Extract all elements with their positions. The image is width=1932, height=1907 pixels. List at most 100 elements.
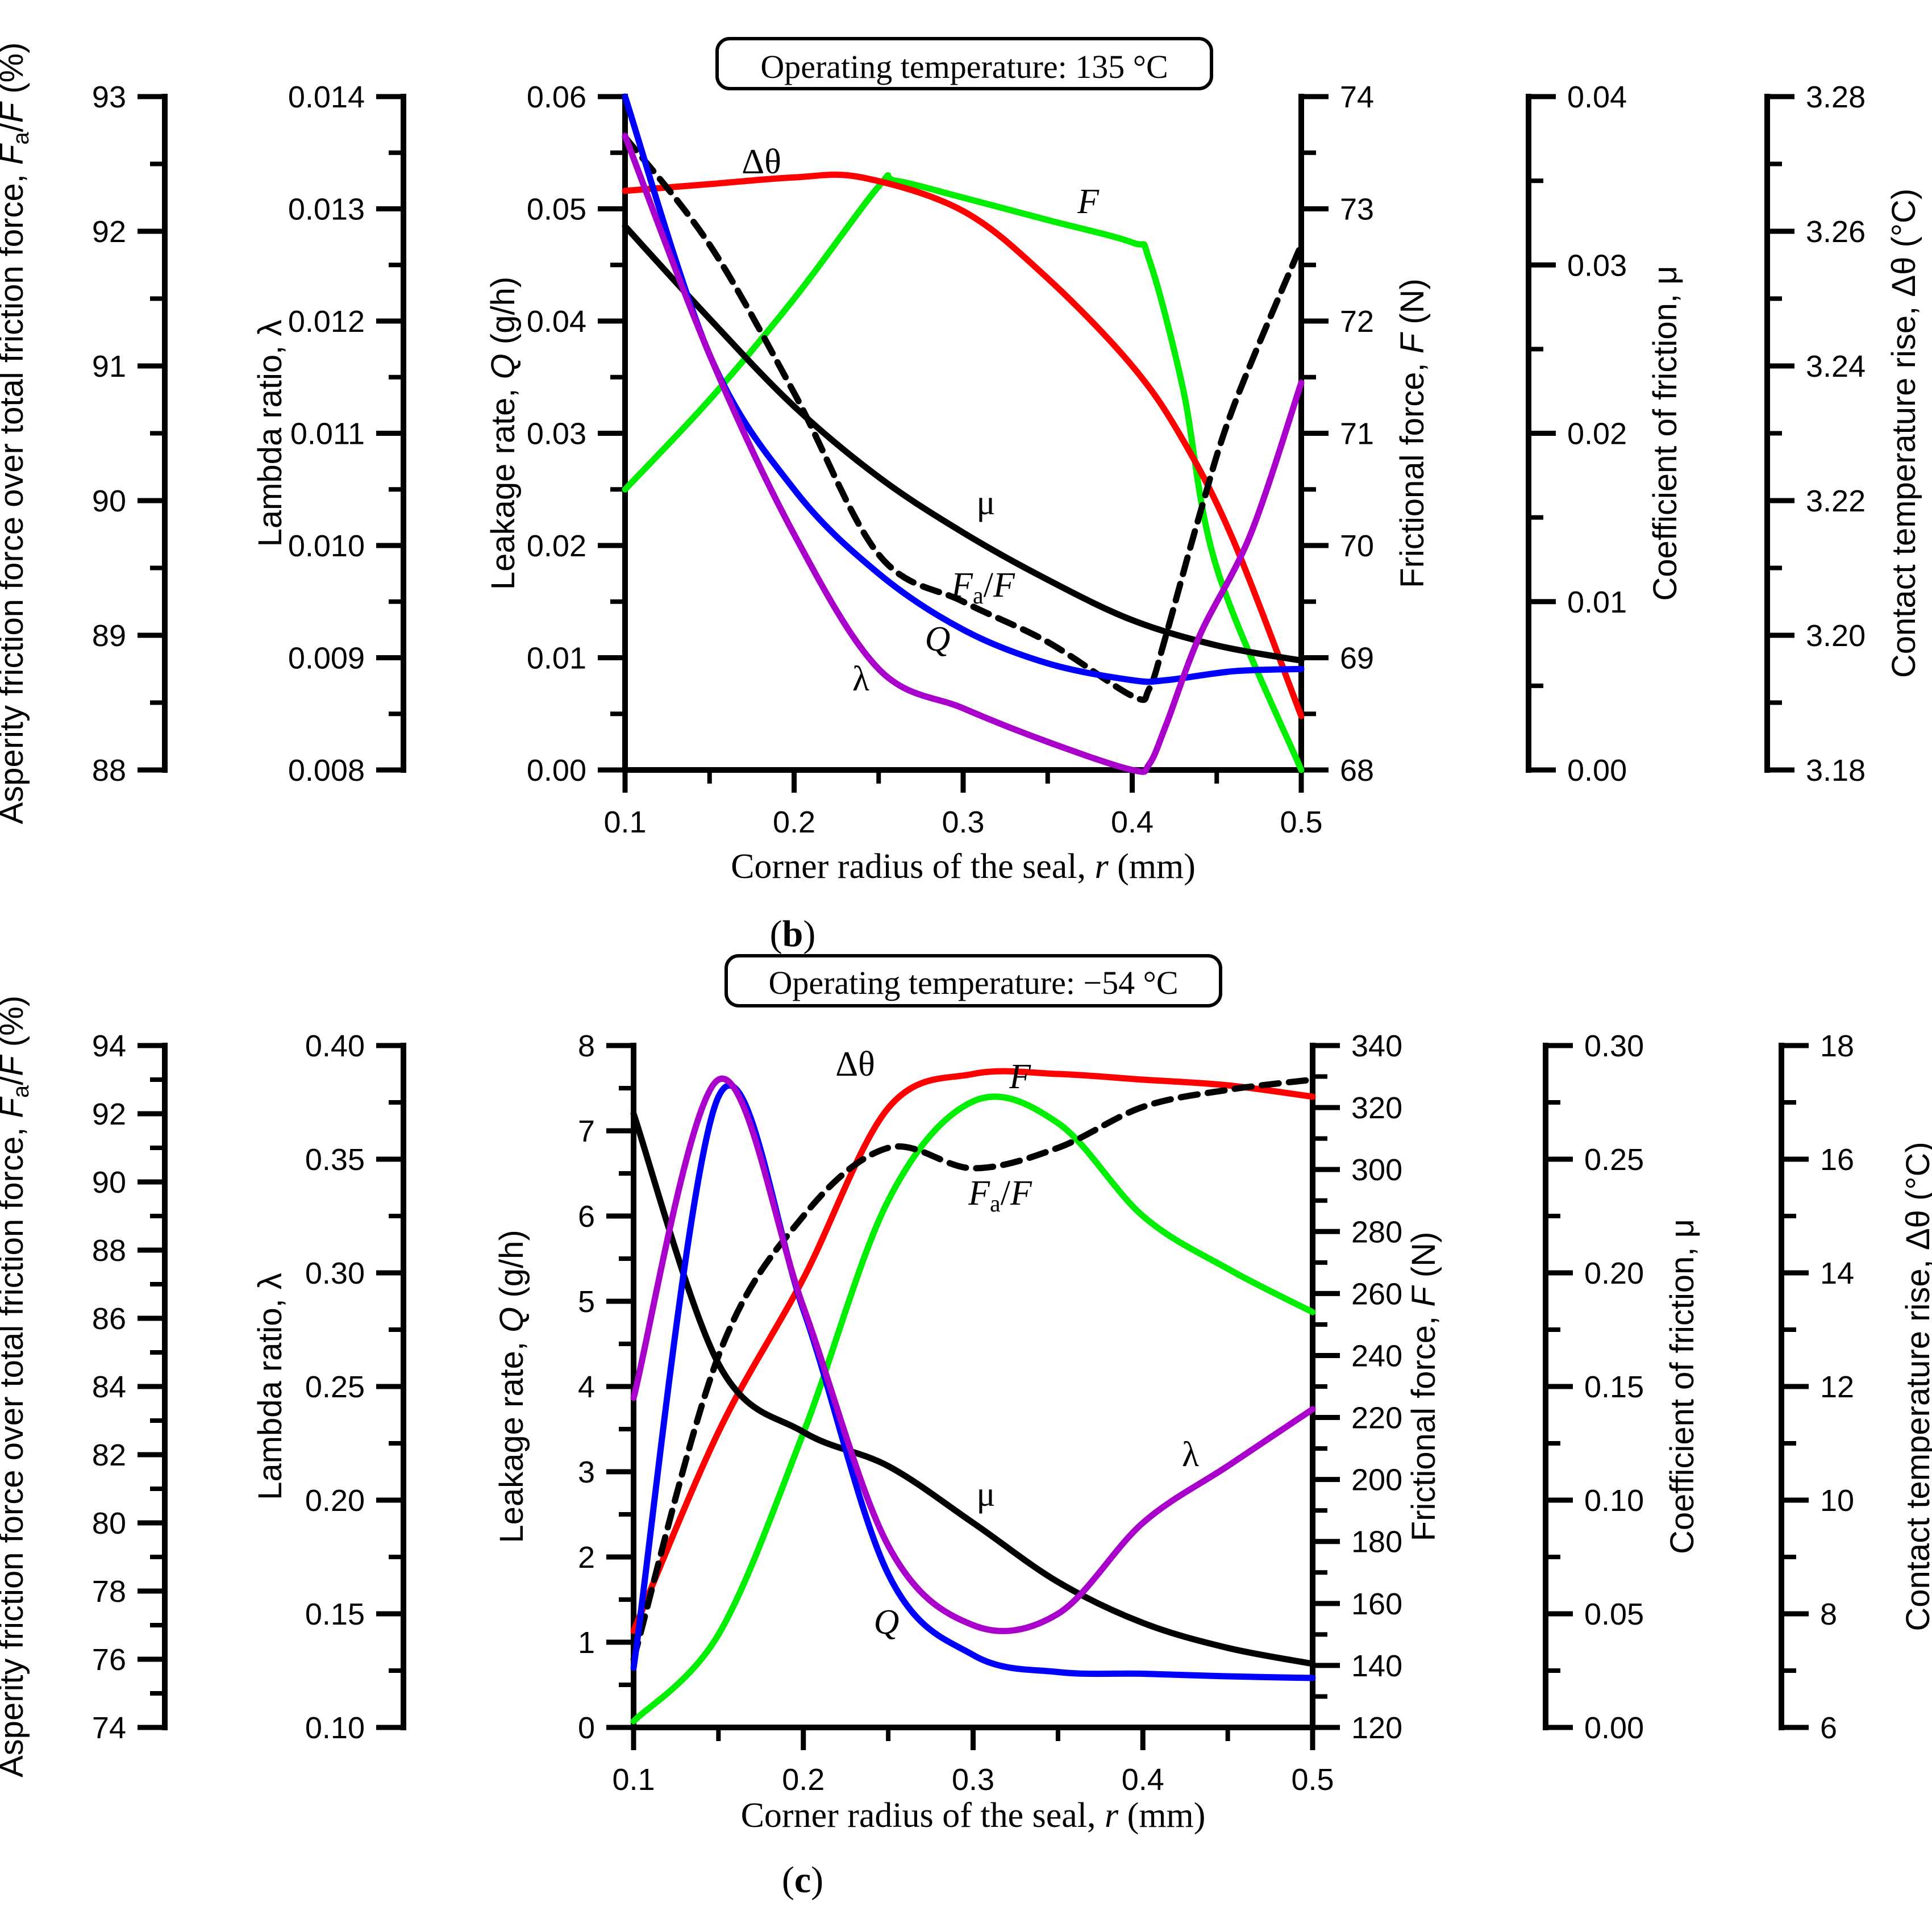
tick-label: 71	[1340, 417, 1374, 451]
axis-label: Contact temperature rise, Δθ (°C)	[1900, 1142, 1932, 1631]
tick-label: 0.5	[1291, 1763, 1334, 1797]
chart-title: Operating temperature: 135 °C	[760, 48, 1168, 85]
tick-label: 68	[1340, 753, 1374, 788]
y-axis-dt: 3.18 3.20 3.22 3.24 3.26 3.28 Contact temperat…	[1764, 80, 1922, 788]
tick-label: 92	[92, 1097, 126, 1131]
y-axis-mu: 0.00 0.01 0.02 0.03 0.04 Coefficient of frict…	[1526, 80, 1684, 788]
chart-title-box	[724, 954, 1222, 1007]
tick-label: 0.02	[527, 529, 586, 563]
tick-label: 140	[1351, 1649, 1402, 1683]
tick-label: 1	[578, 1626, 595, 1660]
tick-label: 3	[578, 1455, 595, 1489]
tick-label: 74	[1340, 80, 1374, 114]
tick-label: 0.02	[1567, 417, 1627, 451]
tick-label: 0.30	[1584, 1029, 1644, 1063]
y-axis-fa: 74 76 78 80 82 84 86 88 90 92 94 Asperity friction …	[0, 996, 168, 1777]
tick-label: 0.1	[612, 1763, 655, 1797]
series-annotation: Fa/F	[968, 1174, 1032, 1217]
x-axis-label: Corner radius of the seal, r (mm)	[731, 847, 1196, 886]
tick-label: 0.06	[527, 80, 586, 114]
series-annotation: Δθ	[835, 1045, 875, 1084]
y-axis-q: 0 1 2 3 4 5 6 7 8 Leakage rate, Q (g/h)	[493, 1029, 636, 1745]
series-annotation: F	[1077, 182, 1100, 221]
tick-label: 8	[578, 1029, 595, 1063]
y-axis-f: 120 140 160 180 200 220 240 260 280 300 320 340 Fric…	[1310, 1029, 1442, 1745]
tick-label: 0.03	[527, 417, 586, 451]
tick-label: 0.1	[603, 805, 646, 839]
tick-label: 90	[92, 484, 126, 518]
tick-label: 0.011	[290, 417, 365, 451]
tick-label: 88	[92, 753, 126, 788]
tick-label: 0.4	[1111, 805, 1154, 839]
tick-label: 90	[92, 1165, 126, 1200]
tick-label: 0.3	[942, 805, 984, 839]
tick-label: 94	[92, 1029, 126, 1063]
series-line-fa-f	[622, 134, 1305, 703]
tick-label: 0.00	[1584, 1711, 1644, 1745]
axis-label: Leakage rate, Q (g/h)	[493, 1230, 530, 1543]
tick-label: 0.4	[1122, 1763, 1164, 1797]
tick-label: 0.05	[527, 193, 586, 227]
tick-label: 0.012	[288, 305, 365, 339]
tick-label: 160	[1351, 1587, 1402, 1621]
tick-label: 3.20	[1806, 619, 1866, 653]
tick-label: 16	[1820, 1143, 1854, 1177]
y-axis-lambda: 0.10 0.15 0.20 0.25 0.30 0.35 0.40 Lambda ratio…	[252, 1029, 406, 1745]
tick-label: 340	[1351, 1029, 1402, 1063]
tick-label: 69	[1340, 642, 1374, 676]
tick-label: 220	[1351, 1401, 1402, 1435]
tick-label: 0.01	[1567, 585, 1627, 619]
x-axis: 0.1 0.2 0.3 0.4 0.5 Corner radius of the seal…	[603, 767, 1323, 886]
tick-label: 0.30	[305, 1256, 365, 1290]
series-annotation: Q	[925, 620, 951, 659]
series-line-lambda	[630, 1075, 1316, 1634]
chart-panel-b: Operating temperature: 135 °C 88 89 90 91 92 9…	[0, 37, 1922, 955]
y-axis-f: 68 69 70 71 72 73 74 Frictional force, F (N)	[1298, 80, 1431, 788]
tick-label: 6	[578, 1200, 595, 1234]
series-annotation: F	[1009, 1057, 1031, 1096]
axis-label: Lambda ratio, λ	[252, 1273, 289, 1500]
axis-label: Frictional force, F (N)	[1405, 1232, 1442, 1542]
series-annotation: λ	[1182, 1435, 1199, 1474]
axis-label: Leakage rate, Q (g/h)	[485, 277, 522, 590]
series-annotation: Fa/F	[951, 566, 1015, 609]
tick-label: 0.35	[305, 1143, 365, 1177]
tick-label: 3.24	[1806, 349, 1866, 384]
y-axis-fa: 88 89 90 91 92 93 Asperity friction force over…	[0, 42, 168, 825]
x-axis: 0.1 0.2 0.3 0.4 0.5 Corner radius of the seal…	[612, 1725, 1334, 1835]
y-axis-dt: 6 8 10 12 14 16 18 Contact temperature rise, Δθ…	[1779, 1029, 1932, 1745]
tick-label: 4	[578, 1370, 595, 1404]
annotations: Δθ F Fa/F μ Qλ	[835, 1045, 1199, 1642]
tick-label: 260	[1351, 1277, 1402, 1311]
series-annotation: Δθ	[742, 143, 781, 181]
tick-label: 0.05	[1584, 1597, 1644, 1631]
tick-label: 3.18	[1806, 753, 1866, 788]
tick-label: 0	[578, 1711, 595, 1745]
tick-label: 0.04	[527, 305, 586, 339]
x-axis-label: Corner radius of the seal, r (mm)	[741, 1796, 1206, 1835]
annotations: Δθ Fμ Fa/FQλ	[742, 143, 1100, 698]
tick-label: 0.10	[305, 1711, 365, 1745]
axis-label: Coefficient of friction, μ	[1664, 1219, 1701, 1554]
tick-label: 0.25	[305, 1370, 365, 1404]
series-line-f	[630, 1093, 1316, 1725]
series-annotation: Q	[874, 1603, 900, 1642]
tick-label: 8	[1820, 1597, 1837, 1631]
series-line-lambda	[622, 132, 1305, 775]
tick-label: 0.00	[1567, 753, 1627, 788]
y-axis-mu: 0.00 0.05 0.10 0.15 0.20 0.25 0.30 Coefficient …	[1543, 1029, 1701, 1745]
tick-label: 92	[92, 215, 126, 249]
tick-label: 80	[92, 1506, 126, 1540]
axis-label: Contact temperature rise, Δθ (°C)	[1885, 189, 1922, 678]
tick-label: 0.3	[952, 1763, 994, 1797]
tick-label: 0.04	[1567, 80, 1627, 114]
tick-label: 200	[1351, 1463, 1402, 1497]
tick-label: 0.014	[288, 80, 365, 114]
tick-label: 0.15	[1584, 1370, 1644, 1404]
series-line-mu	[630, 1110, 1316, 1667]
axis-label: Asperity friction force over total frict…	[0, 42, 34, 824]
tick-label: 78	[92, 1575, 126, 1609]
tick-label: 0.2	[782, 1763, 825, 1797]
series-line-delta-theta	[622, 171, 1305, 719]
